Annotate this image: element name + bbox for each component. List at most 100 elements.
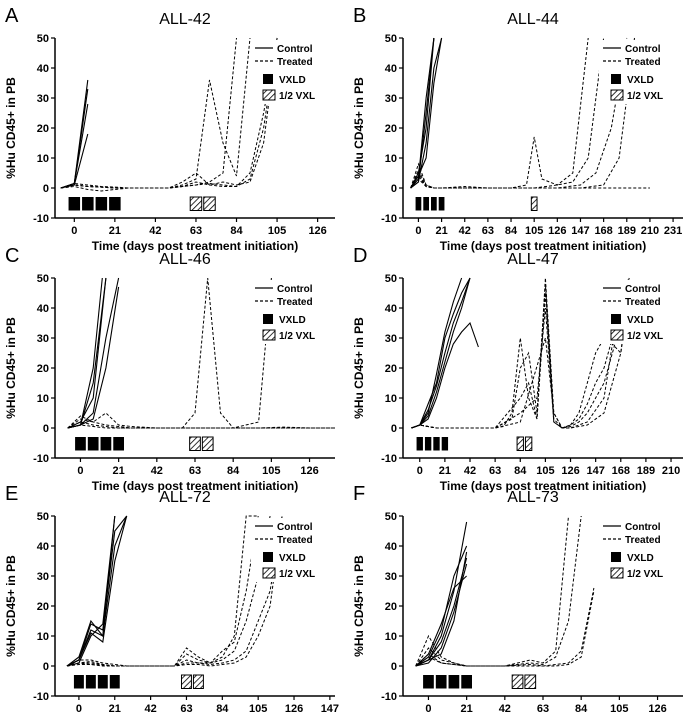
legend: Control Treated VXLD 1/2 VXL — [251, 518, 333, 582]
x-tick-label: 126 — [300, 465, 318, 477]
y-tick-label: 0 — [391, 423, 397, 435]
panel-title: ALL-72 — [159, 489, 211, 506]
x-tick-label: 84 — [575, 703, 588, 712]
legend-half-vxl-swatch — [610, 329, 624, 341]
control-series-line — [66, 515, 128, 667]
x-tick-label: 105 — [268, 225, 286, 237]
panel-f: FALL-73-1001020304050021426384105126Time… — [352, 483, 683, 715]
panel-title: ALL-73 — [507, 489, 559, 506]
vxld-block — [433, 437, 440, 451]
x-tick-label: 0 — [417, 465, 423, 477]
y-axis-label: %Hu CD45+ in PB — [4, 555, 18, 657]
y-tick-label: 30 — [37, 93, 49, 105]
y-tick-label: 40 — [37, 63, 49, 75]
y-tick-label: 10 — [385, 153, 397, 165]
x-axis-label: Time (days post treatment initiation) — [440, 479, 646, 493]
x-tick-label: 63 — [189, 465, 201, 477]
legend-vxld-label: VXLD — [279, 553, 306, 564]
y-tick-label: 40 — [37, 303, 49, 315]
legend-half-vxl-swatch — [262, 89, 276, 101]
control-series-line — [67, 286, 120, 429]
half-vxl-block — [516, 436, 524, 451]
x-tick-label: 84 — [505, 225, 518, 237]
legend-vxld-label: VXLD — [279, 315, 306, 326]
series-group — [415, 515, 595, 667]
legend-half-vxl-swatch — [262, 567, 276, 579]
y-tick-label: 0 — [391, 661, 397, 673]
x-tick-label: 21 — [461, 703, 473, 712]
x-tick-label: 126 — [285, 703, 303, 712]
half-vxl-block — [524, 674, 537, 689]
panel-c: C ALL-46 -10 0 10 20 30 40 50 0 21 42 63 84 105 126Time… — [4, 245, 335, 493]
x-tick-label: 210 — [641, 225, 659, 237]
y-tick-label: 20 — [385, 363, 397, 375]
vxld-block — [441, 437, 449, 451]
series-group — [66, 515, 283, 667]
x-tick-label: 84 — [216, 703, 229, 712]
legend-half-vxl-swatch — [610, 567, 624, 579]
legend-vxld-swatch — [611, 314, 621, 324]
x-tick-label: 105 — [525, 225, 543, 237]
treated-series-line — [60, 37, 278, 189]
vxld-block — [435, 675, 447, 689]
legend-treated-label: Treated — [625, 297, 661, 308]
treated-series-line — [60, 37, 251, 189]
y-tick-label: 10 — [385, 393, 397, 405]
panel-letter: F — [353, 483, 365, 505]
vxld-block — [68, 197, 81, 211]
y-tick-label: -10 — [33, 213, 49, 225]
legend-half-vxl-label: 1/2 VXL — [279, 91, 315, 102]
treated-series-line — [410, 37, 628, 189]
x-tick-label: 42 — [459, 225, 471, 237]
y-tick-label: -10 — [33, 453, 49, 465]
legend-treated-label: Treated — [277, 57, 313, 68]
vxld-block — [85, 675, 96, 689]
panel-letter: E — [5, 483, 18, 505]
x-axis-label: Time (days post treatment initiation) — [92, 239, 298, 253]
treated-series-line — [67, 277, 272, 429]
y-tick-label: 20 — [385, 601, 397, 613]
y-tick-label: -10 — [381, 453, 397, 465]
x-tick-label: 105 — [536, 465, 554, 477]
y-tick-label: 20 — [37, 601, 49, 613]
treated-series-line — [415, 587, 595, 667]
series-group — [67, 277, 335, 429]
treated-series-line — [66, 515, 271, 667]
half-vxl-block — [180, 674, 192, 689]
x-tick-label: 63 — [482, 225, 494, 237]
y-tick-label: 50 — [37, 511, 49, 523]
vxld-block — [461, 675, 472, 689]
x-tick-label: 105 — [249, 703, 267, 712]
x-tick-label: 168 — [594, 225, 612, 237]
y-tick-label: 0 — [43, 423, 49, 435]
y-tick-label: -10 — [381, 213, 397, 225]
panel-e: E ALL-72 -10 0 10 20 30 40 50 0 21 42 63 84 105 126 147 T… — [4, 483, 339, 715]
x-tick-label: 105 — [610, 703, 628, 712]
legend-half-vxl-label: 1/2 VXL — [627, 569, 663, 580]
panel-title: ALL-46 — [159, 251, 211, 268]
panel-title: ALL-44 — [507, 11, 559, 28]
vxld-block — [109, 675, 120, 689]
series-group — [60, 37, 278, 192]
x-tick-label: 21 — [113, 465, 125, 477]
x-tick-label: 21 — [435, 225, 447, 237]
control-series-line — [60, 133, 89, 189]
control-series-line — [410, 37, 443, 189]
legend-vxld-swatch — [263, 74, 273, 84]
y-tick-label: 30 — [37, 333, 49, 345]
treated-series-line — [60, 37, 278, 192]
x-axis-label: Time (days post treatment initiation) — [92, 479, 298, 493]
control-series-line — [67, 277, 120, 429]
y-axis-label: %Hu CD45+ in PB — [352, 317, 366, 419]
vxld-block — [431, 197, 437, 211]
vxld-block — [97, 675, 108, 689]
legend-vxld-label: VXLD — [627, 553, 654, 564]
treated-series-line — [411, 292, 630, 429]
y-tick-label: 50 — [37, 33, 49, 45]
panel-letter: D — [353, 245, 367, 267]
panel-letter: C — [5, 245, 19, 267]
legend: Control Treated VXLD 1/2 VXL — [599, 40, 681, 104]
vxld-block — [75, 437, 86, 451]
half-vxl-block — [530, 196, 538, 211]
